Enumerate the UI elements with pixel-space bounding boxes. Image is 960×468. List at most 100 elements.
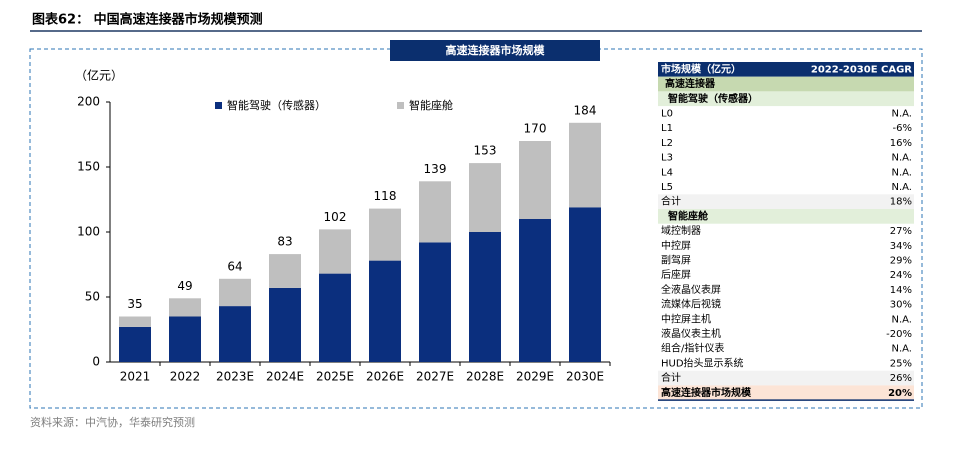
total-label: 118: [374, 189, 397, 203]
total-label: 64: [227, 259, 242, 273]
table-row-bg: [658, 194, 914, 209]
table-cell: N.A.: [891, 108, 912, 119]
y-tick-label: 150: [77, 160, 100, 174]
table-cell: 25%: [890, 358, 912, 369]
table-cell: 组合/指针仪表: [661, 342, 724, 355]
frame: [29, 48, 923, 409]
table-cell: N.A.: [891, 182, 912, 193]
bar-segment: [119, 326, 151, 362]
table-cell: 域控制器: [661, 224, 701, 237]
legend-swatch: [215, 102, 222, 109]
table-cell: N.A.: [891, 153, 912, 164]
table-cell: 30%: [890, 300, 912, 311]
table-header-bg: [658, 62, 914, 77]
table-cell: N.A.: [891, 167, 912, 178]
x-tick-label: 2024E: [266, 370, 304, 384]
table-cell: -6%: [893, 123, 912, 134]
table-cell: 14%: [890, 285, 912, 296]
x-tick-label: 2025E: [316, 370, 354, 384]
bar-segment: [419, 181, 451, 243]
bar-segment: [169, 316, 201, 362]
bar-segment: [219, 306, 251, 362]
total-label: 102: [324, 210, 347, 224]
table-cell: 20%: [888, 388, 912, 399]
table-cell: 副驾屏: [661, 254, 691, 266]
bar-segment: [469, 163, 501, 232]
bar-segment: [319, 229, 351, 274]
table-header: 市场规模（亿元）: [661, 62, 741, 75]
table-cell: L1: [661, 123, 673, 134]
x-tick-label: 2026E: [366, 370, 404, 384]
x-tick-label: 2029E: [516, 370, 554, 384]
bar-segment: [369, 260, 401, 362]
total-label: 170: [524, 122, 547, 136]
table-cell: 26%: [890, 373, 912, 384]
total-label: 83: [277, 235, 292, 249]
table-cell: 高速连接器: [665, 77, 716, 90]
table-cell: 全液晶仪表屏: [661, 283, 721, 296]
x-tick-label: 2027E: [416, 370, 454, 384]
bar-segment: [519, 219, 551, 362]
total-label: 153: [474, 144, 497, 158]
table-header: 2022-2030E CAGR: [811, 64, 912, 75]
legend-label: 智能驾驶（传感器）: [227, 98, 326, 112]
table-cell: 合计: [661, 195, 681, 208]
y-tick-label: 50: [85, 290, 100, 304]
table-cell: -20%: [886, 329, 912, 340]
table-row-bg: [658, 209, 914, 224]
table-cell: 16%: [890, 138, 912, 149]
bar-segment: [119, 316, 151, 327]
y-tick-label: 200: [77, 95, 100, 109]
table-cell: 中控屏主机: [661, 312, 711, 325]
bar-segment: [319, 273, 351, 362]
bar-segment: [219, 278, 251, 307]
table-row-bg: [658, 370, 914, 386]
table-cell: N.A.: [891, 344, 912, 355]
x-tick-label: 2030E: [566, 370, 604, 384]
bar-segment: [469, 232, 501, 362]
table-cell: 18%: [890, 197, 912, 208]
bar-segment: [569, 122, 601, 208]
x-tick-label: 2028E: [466, 370, 504, 384]
bar-segment: [269, 254, 301, 288]
bar-segment: [269, 287, 301, 362]
y-axis-label: （亿元）: [75, 68, 123, 83]
x-tick-label: 2022: [170, 370, 201, 384]
box-title: 高速连接器市场规模: [446, 43, 546, 57]
table-cell: HUD抬头显示系统: [661, 356, 744, 369]
legend-swatch: [397, 102, 404, 109]
table-cell: 后座屏: [661, 268, 691, 281]
y-tick-label: 0: [92, 355, 100, 369]
table-row-bg: [658, 385, 914, 401]
table-row-bg: [658, 91, 914, 107]
bar-segment: [369, 208, 401, 261]
bar-segment: [519, 141, 551, 219]
total-label: 35: [127, 297, 142, 311]
table-cell: 液晶仪表主机: [661, 327, 721, 340]
table-cell: 27%: [890, 226, 912, 237]
table-cell: 流媒体后视镜: [661, 298, 721, 311]
x-tick-label: 2023E: [216, 370, 254, 384]
table-cell: 高速连接器市场规模: [661, 386, 752, 399]
total-label: 184: [574, 103, 597, 117]
table-cell: 34%: [890, 241, 912, 252]
total-label: 49: [177, 279, 192, 293]
source: 资料来源：中汽协，华泰研究预测: [30, 415, 195, 429]
bar-segment: [569, 207, 601, 362]
bar-segment: [419, 242, 451, 362]
table-cell: L0: [661, 108, 673, 119]
table-row-bg: [658, 76, 914, 92]
bar-segment: [169, 298, 201, 317]
table-cell: 智能驾驶（传感器）: [668, 92, 758, 105]
table-cell: 合计: [661, 371, 681, 384]
table-cell: L3: [661, 153, 673, 164]
table-cell: 中控屏: [661, 239, 691, 252]
box-title-bg: [390, 40, 600, 61]
table-cell: 24%: [890, 270, 912, 281]
table-cell: 29%: [890, 255, 912, 266]
table-cell: L2: [661, 138, 673, 149]
x-tick-label: 2021: [120, 370, 151, 384]
table-cell: N.A.: [891, 314, 912, 325]
page-title: 图表62： 中国高速连接器市场规模预测: [32, 12, 263, 28]
